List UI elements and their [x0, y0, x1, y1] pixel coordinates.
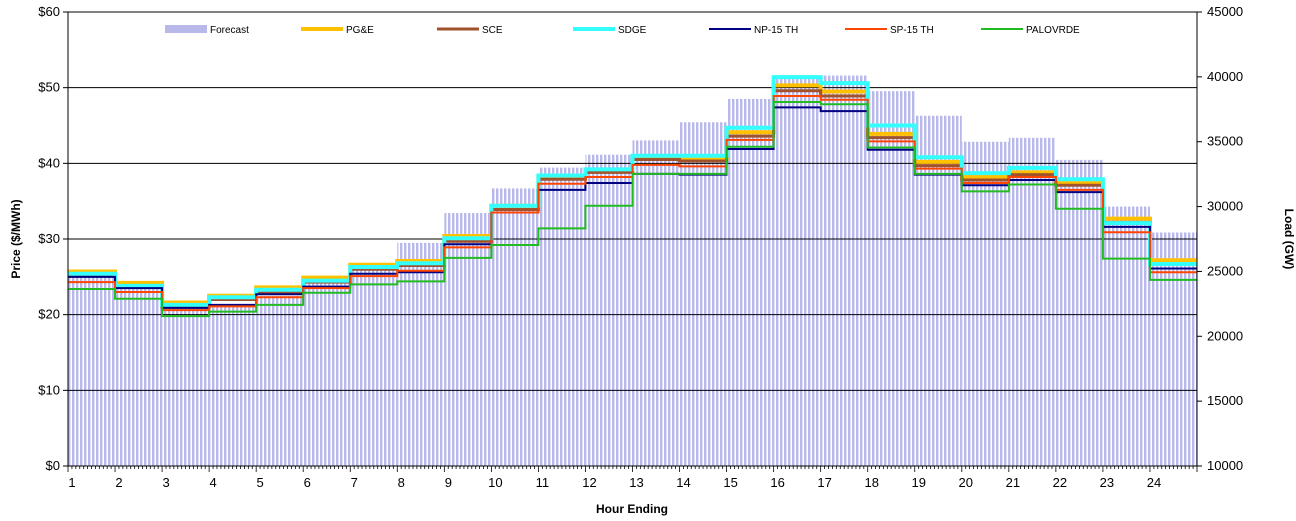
- legend-item: SP-15 TH: [845, 25, 934, 36]
- y2-tick-label: 35000: [1207, 134, 1243, 149]
- legend-label: SDGE: [618, 25, 647, 36]
- y2-tick-label: 25000: [1207, 263, 1243, 278]
- x-tick-label: 12: [582, 475, 596, 490]
- price-series: [68, 75, 1197, 318]
- x-tick-label: 3: [162, 475, 169, 490]
- y-tick-label: $10: [38, 382, 60, 397]
- y2-tick-label: 30000: [1207, 199, 1243, 214]
- forecast-bar: [632, 140, 680, 467]
- x-tick-label: 2: [115, 475, 122, 490]
- legend: Forecast PG&E SCE SDGE NP-15 TH SP-15 TH PALOV…: [165, 25, 1080, 36]
- forecast-bar: [444, 213, 492, 466]
- y2-tick-label: 20000: [1207, 328, 1243, 343]
- x-tick-label: 8: [398, 475, 405, 490]
- forecast-bar: [397, 242, 445, 466]
- x-tick-label: 10: [488, 475, 502, 490]
- axes: $0 $10 $20 $30 $40 $50 $60 10000 15000 20000 25000…: [38, 4, 1243, 490]
- x-tick-label: 16: [770, 475, 784, 490]
- forecast-bar: [867, 91, 915, 466]
- legend-item: NP-15 TH: [709, 25, 798, 36]
- y2-tick-label: 40000: [1207, 69, 1243, 84]
- x-tick-label: 21: [1006, 475, 1020, 490]
- x-tick-label: 17: [817, 475, 831, 490]
- forecast-bar: [820, 75, 868, 466]
- x-tick-label: 5: [257, 475, 264, 490]
- forecast-bar: [773, 75, 821, 466]
- legend-item: PG&E: [301, 25, 374, 36]
- y-axis-title: Price ($/MWh): [9, 199, 23, 278]
- x-tick-label: 14: [676, 475, 690, 490]
- forecast-bar: [585, 154, 633, 466]
- legend-label: PG&E: [346, 25, 374, 36]
- y-tick-label: $40: [38, 155, 60, 170]
- legend-label: PALOVRDE: [1026, 25, 1080, 36]
- forecast-bar: [350, 263, 398, 466]
- x-tick-label: 18: [864, 475, 878, 490]
- forecast-bar: [1102, 206, 1150, 466]
- x-tick-label: 13: [629, 475, 643, 490]
- forecast-bar: [1055, 159, 1103, 466]
- x-tick-label: 11: [536, 475, 550, 490]
- forecast-bar: [256, 296, 304, 466]
- x-tick-label: 19: [912, 475, 926, 490]
- x-tick-label: 4: [210, 475, 217, 490]
- x-tick-label: 6: [304, 475, 311, 490]
- forecast-bar: [491, 188, 539, 466]
- x-tick-label: 24: [1147, 475, 1161, 490]
- legend-label: Forecast: [210, 25, 249, 36]
- legend-item: SDGE: [573, 25, 647, 36]
- x-tick-label: 15: [723, 475, 737, 490]
- forecast-bar: [68, 274, 116, 466]
- forecast-bars: [68, 75, 1197, 467]
- legend-swatch: [165, 25, 207, 33]
- forecast-bar: [679, 122, 727, 466]
- forecast-bar: [303, 281, 351, 466]
- y2-tick-label: 15000: [1207, 393, 1243, 408]
- y2-axis-title: Load (GW): [1282, 209, 1296, 270]
- forecast-bar: [961, 141, 1009, 466]
- x-tick-label: 7: [351, 475, 358, 490]
- forecast-bar: [162, 309, 210, 466]
- forecast-bar: [209, 306, 257, 466]
- x-tick-label: 20: [959, 475, 973, 490]
- series-line: [68, 94, 1197, 312]
- y-tick-label: $20: [38, 307, 60, 322]
- forecast-bar: [115, 285, 163, 466]
- x-tick-label: 1: [68, 475, 75, 490]
- forecast-bar: [538, 167, 586, 466]
- legend-label: SP-15 TH: [890, 25, 934, 36]
- y-tick-label: $60: [38, 4, 60, 19]
- y2-tick-label: 45000: [1207, 4, 1243, 19]
- legend-label: NP-15 TH: [754, 25, 798, 36]
- x-tick-label: 22: [1053, 475, 1067, 490]
- y-tick-label: $30: [38, 231, 60, 246]
- legend-item: PALOVRDE: [981, 25, 1080, 36]
- legend-label: SCE: [482, 25, 503, 36]
- forecast-bar: [726, 98, 774, 466]
- x-axis-title: Hour Ending: [596, 502, 668, 516]
- legend-item: SCE: [437, 25, 503, 36]
- forecast-bar: [1008, 137, 1056, 466]
- y-tick-label: $0: [46, 458, 60, 473]
- series-line: [68, 101, 1197, 318]
- y-tick-label: $50: [38, 80, 60, 95]
- y2-tick-label: 10000: [1207, 458, 1243, 473]
- legend-item: Forecast: [165, 25, 249, 36]
- x-tick-label: 9: [445, 475, 452, 490]
- x-tick-label: 23: [1100, 475, 1114, 490]
